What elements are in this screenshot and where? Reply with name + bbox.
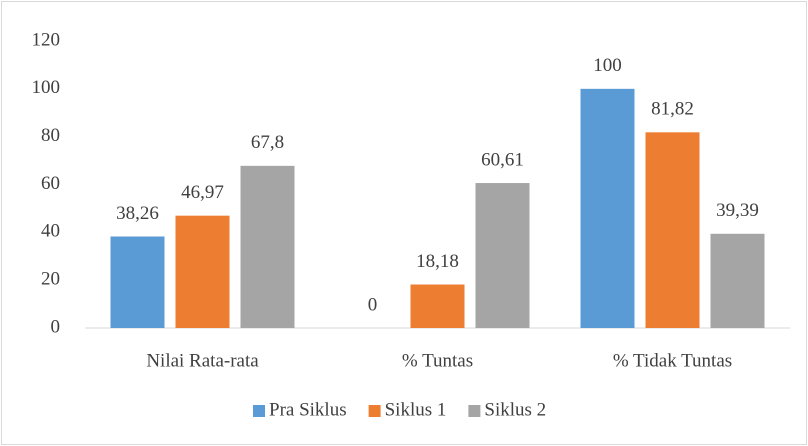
x-tick-label: % Tuntas: [402, 350, 473, 371]
bar: [410, 284, 465, 328]
y-tick-label: 40: [41, 221, 60, 242]
legend-label: Pra Siklus: [269, 399, 347, 420]
value-label: 0: [368, 294, 378, 315]
bar: [580, 88, 635, 328]
y-tick-label: 100: [32, 77, 61, 98]
value-label: 60,61: [481, 149, 524, 170]
value-label: 39,39: [716, 200, 759, 221]
bar: [175, 215, 230, 328]
value-label: 46,97: [181, 182, 224, 203]
bar: [475, 183, 530, 328]
x-tick-label: Nilai Rata-rata: [146, 350, 259, 371]
value-label: 38,26: [116, 203, 159, 224]
y-tick-label: 120: [32, 29, 61, 50]
bar: [645, 132, 700, 328]
value-label: 100: [593, 55, 622, 76]
bar: [110, 236, 165, 328]
legend-label: Siklus 1: [385, 399, 447, 420]
y-tick-label: 20: [41, 269, 60, 290]
y-tick-label: 80: [41, 125, 60, 146]
legend-label: Siklus 2: [484, 399, 546, 420]
y-tick-label: 60: [41, 173, 60, 194]
value-label: 18,18: [416, 251, 459, 272]
y-tick-label: 0: [51, 316, 61, 337]
value-label: 67,8: [251, 132, 284, 153]
legend-swatch: [368, 405, 381, 417]
value-label: 81,82: [651, 99, 694, 120]
legend-swatch: [468, 405, 481, 417]
x-tick-label: % Tidak Tuntas: [613, 350, 732, 371]
bar: [710, 233, 765, 328]
legend-swatch: [253, 405, 265, 417]
bar: [240, 165, 295, 328]
